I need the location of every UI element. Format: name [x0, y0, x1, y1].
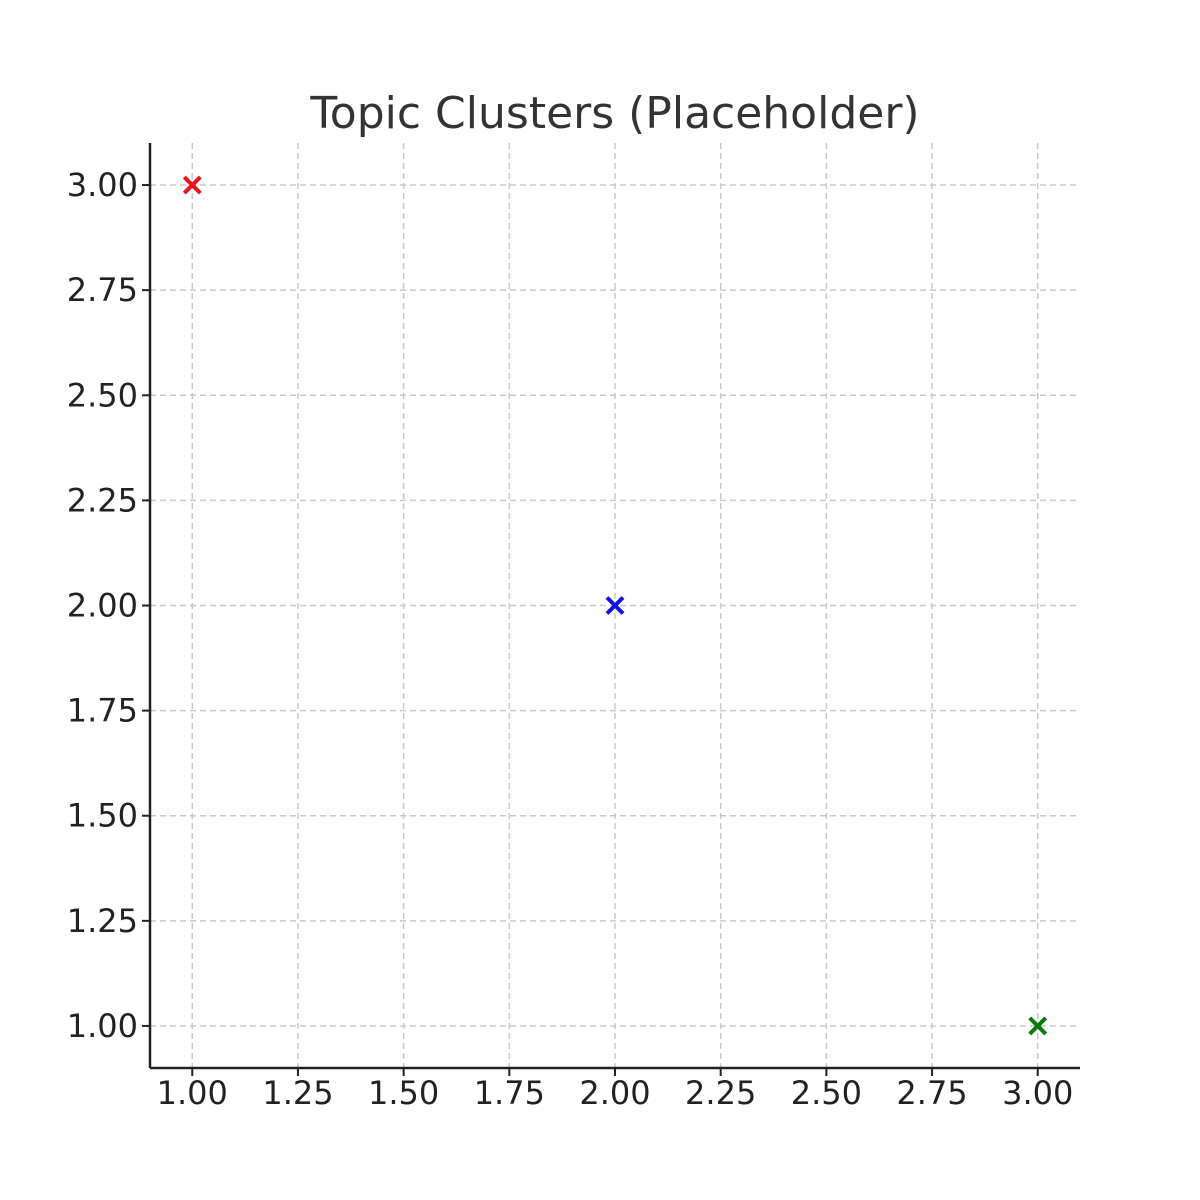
- tick-labels: 1.00 1.25 1.50 1.75 2.00 2.25 2.50 2.75 3.00 1.00…: [67, 166, 1074, 1112]
- data-points: [182, 175, 1048, 1036]
- x-tick-label: 3.00: [1002, 1074, 1073, 1112]
- x-tick-label: 2.25: [685, 1074, 756, 1112]
- y-tick-label: 1.25: [67, 902, 138, 940]
- x-tick-label: 2.50: [791, 1074, 862, 1112]
- y-tick-label: 2.50: [67, 376, 138, 414]
- y-tick-label: 2.00: [67, 587, 138, 625]
- chart-title: Topic Clusters (Placeholder): [309, 88, 919, 139]
- point-marker-stroke: [182, 175, 202, 195]
- y-tick-label: 1.00: [67, 1007, 138, 1045]
- y-tick-label: 2.75: [67, 271, 138, 309]
- data-point-1: [182, 175, 202, 195]
- y-tick-label: 1.50: [67, 797, 138, 835]
- axes: [142, 143, 1080, 1076]
- point-marker-stroke: [605, 596, 625, 615]
- x-tick-label: 1.00: [157, 1074, 228, 1112]
- x-tick-label: 2.00: [579, 1074, 650, 1112]
- x-tick-label: 1.25: [262, 1074, 333, 1112]
- y-tick-label: 1.75: [67, 692, 138, 730]
- x-tick-label: 1.75: [474, 1074, 545, 1112]
- y-tick-label: 2.25: [67, 481, 138, 519]
- x-tick-label: 1.50: [368, 1074, 439, 1112]
- point-marker-stroke: [1028, 1016, 1048, 1036]
- data-point-3: [1028, 1016, 1048, 1036]
- y-tick-label: 3.00: [67, 166, 138, 204]
- data-point-2: [605, 596, 625, 615]
- x-tick-label: 2.75: [896, 1074, 967, 1112]
